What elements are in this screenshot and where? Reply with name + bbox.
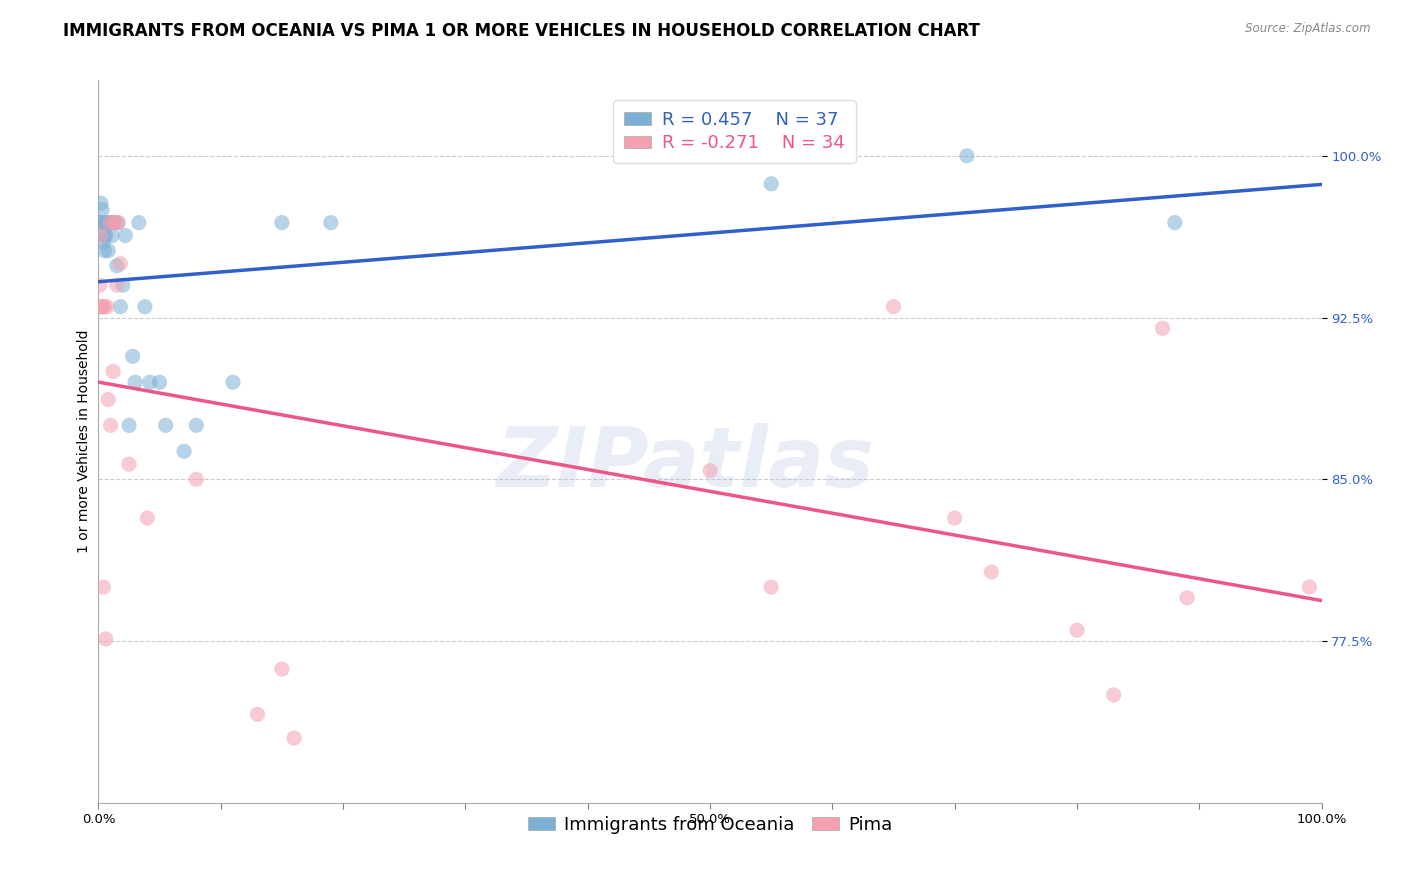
- Point: [100, 418, 122, 433]
- Point: [111, 278, 134, 293]
- Point: [89, 278, 111, 293]
- Point: [110, 257, 132, 271]
- Point: [1298, 580, 1320, 594]
- Point: [90, 228, 112, 243]
- Point: [91, 235, 114, 249]
- Point: [105, 259, 128, 273]
- Point: [100, 216, 122, 230]
- Point: [1066, 624, 1088, 638]
- Point: [883, 300, 905, 314]
- Point: [97, 392, 120, 407]
- Point: [94, 228, 117, 243]
- Point: [118, 457, 141, 471]
- Point: [90, 196, 112, 211]
- Point: [94, 632, 117, 646]
- Point: [1152, 321, 1174, 335]
- Point: [91, 202, 114, 217]
- Point: [118, 418, 141, 433]
- Point: [283, 731, 305, 745]
- Point: [93, 244, 115, 258]
- Text: ZIPatlas: ZIPatlas: [496, 423, 875, 504]
- Point: [319, 216, 342, 230]
- Point: [186, 472, 208, 486]
- Point: [761, 177, 783, 191]
- Point: [1175, 591, 1198, 605]
- Point: [155, 418, 177, 433]
- Y-axis label: 1 or more Vehicles in Household: 1 or more Vehicles in Household: [77, 330, 91, 553]
- Point: [91, 580, 114, 594]
- Point: [101, 228, 124, 243]
- Point: [136, 511, 159, 525]
- Point: [699, 464, 721, 478]
- Point: [943, 511, 966, 525]
- Point: [956, 149, 979, 163]
- Point: [91, 300, 114, 314]
- Point: [103, 216, 125, 230]
- Point: [270, 662, 294, 676]
- Point: [1102, 688, 1125, 702]
- Point: [124, 376, 146, 390]
- Point: [121, 349, 143, 363]
- Point: [149, 376, 172, 390]
- Point: [761, 580, 783, 594]
- Point: [101, 364, 124, 378]
- Legend: Immigrants from Oceania, Pima: Immigrants from Oceania, Pima: [520, 808, 900, 841]
- Point: [114, 228, 136, 243]
- Point: [107, 216, 129, 230]
- Point: [105, 278, 128, 293]
- Point: [101, 216, 124, 230]
- Point: [128, 216, 150, 230]
- Point: [103, 216, 125, 230]
- Text: Source: ZipAtlas.com: Source: ZipAtlas.com: [1246, 22, 1371, 36]
- Point: [97, 244, 120, 258]
- Point: [93, 228, 115, 243]
- Point: [91, 300, 114, 314]
- Point: [91, 216, 114, 230]
- Point: [270, 216, 294, 230]
- Point: [246, 707, 269, 722]
- Point: [173, 444, 195, 458]
- Point: [107, 216, 129, 230]
- Point: [96, 216, 118, 230]
- Point: [96, 300, 118, 314]
- Point: [89, 300, 111, 314]
- Point: [110, 300, 132, 314]
- Point: [980, 565, 1002, 579]
- Point: [93, 300, 115, 314]
- Point: [134, 300, 156, 314]
- Point: [98, 216, 121, 230]
- Point: [139, 376, 162, 390]
- Text: IMMIGRANTS FROM OCEANIA VS PIMA 1 OR MORE VEHICLES IN HOUSEHOLD CORRELATION CHAR: IMMIGRANTS FROM OCEANIA VS PIMA 1 OR MOR…: [63, 22, 980, 40]
- Point: [98, 216, 121, 230]
- Point: [1164, 216, 1187, 230]
- Point: [222, 376, 245, 390]
- Point: [186, 418, 208, 433]
- Point: [91, 216, 114, 230]
- Point: [89, 216, 111, 230]
- Point: [104, 216, 127, 230]
